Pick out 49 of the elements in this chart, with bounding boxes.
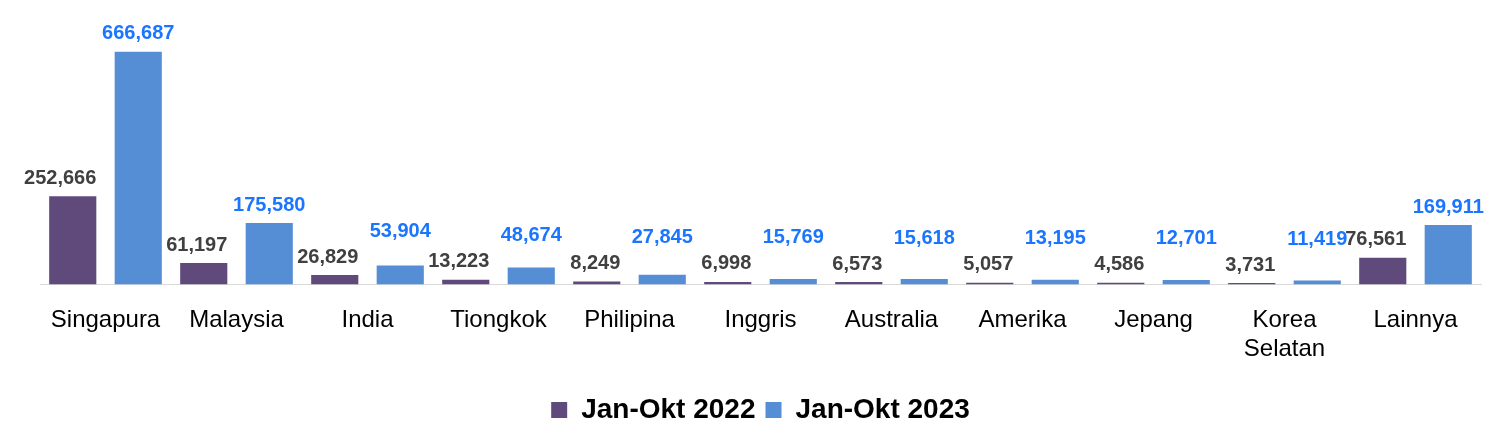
bar bbox=[507, 267, 555, 285]
data-label: 175,580 bbox=[233, 192, 306, 215]
bar bbox=[1424, 225, 1472, 285]
bar bbox=[1293, 280, 1341, 285]
data-label: 4,586 bbox=[1094, 252, 1145, 275]
data-label: 27,845 bbox=[631, 225, 693, 248]
data-label: 3,731 bbox=[1225, 252, 1276, 275]
data-label: 6,573 bbox=[832, 251, 883, 274]
data-label: 13,195 bbox=[1024, 226, 1086, 249]
data-label: 252,666 bbox=[24, 165, 97, 188]
data-label: 26,829 bbox=[297, 244, 359, 267]
data-label: 12,701 bbox=[1155, 226, 1217, 249]
bar bbox=[376, 265, 424, 285]
data-label: 48,674 bbox=[500, 223, 563, 246]
data-label: 13,223 bbox=[428, 249, 490, 272]
data-label: 53,904 bbox=[369, 218, 432, 241]
legend-label: Jan-Okt 2023 bbox=[795, 392, 970, 424]
data-label: 15,769 bbox=[762, 225, 824, 248]
bar bbox=[49, 196, 97, 285]
x-tick-label: Amerika bbox=[978, 305, 1068, 333]
bar bbox=[245, 223, 293, 285]
bar bbox=[900, 278, 948, 285]
bar bbox=[311, 275, 359, 285]
x-tick-label: Jepang bbox=[1114, 305, 1193, 333]
x-tick-label: India bbox=[341, 305, 395, 333]
data-label: 5,057 bbox=[963, 252, 1014, 275]
x-tick-label: Australia bbox=[844, 305, 939, 333]
data-label: 169,911 bbox=[1412, 194, 1484, 217]
bar bbox=[114, 51, 162, 285]
data-label: 15,618 bbox=[893, 225, 955, 248]
data-label: 76,561 bbox=[1345, 227, 1407, 250]
bar bbox=[769, 278, 817, 285]
data-label: 61,197 bbox=[166, 232, 228, 255]
bar bbox=[1162, 279, 1210, 285]
x-tick-label: Korea Selatan bbox=[1243, 305, 1326, 362]
bar bbox=[638, 274, 686, 285]
data-label: 666,687 bbox=[102, 21, 175, 44]
x-tick-label: Philipina bbox=[584, 305, 676, 333]
bar bbox=[1359, 257, 1407, 285]
data-label: 8,249 bbox=[570, 251, 621, 274]
x-tick-label: Lainnya bbox=[1373, 305, 1459, 333]
data-label: 11,419 bbox=[1287, 226, 1348, 249]
legend-label: Jan-Okt 2022 bbox=[581, 392, 756, 424]
x-tick-label: Tiongkok bbox=[450, 305, 548, 333]
data-label: 6,998 bbox=[701, 251, 752, 274]
x-tick-label: Singapura bbox=[50, 305, 161, 333]
bar bbox=[180, 263, 228, 285]
x-tick-label: Inggris bbox=[724, 305, 797, 333]
x-tick-label: Malaysia bbox=[189, 305, 285, 333]
